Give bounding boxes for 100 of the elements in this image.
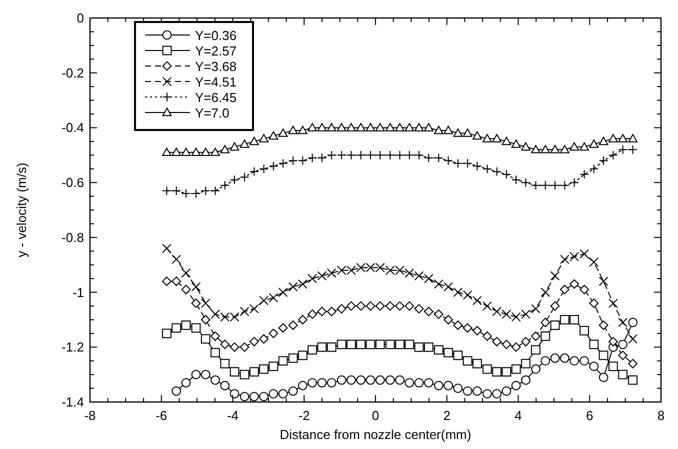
point	[181, 148, 191, 156]
point	[472, 296, 482, 306]
point	[395, 340, 404, 350]
point	[598, 276, 608, 286]
point	[172, 276, 182, 286]
point	[444, 126, 454, 134]
point	[240, 172, 250, 182]
point	[414, 271, 424, 281]
point	[570, 252, 579, 262]
point	[550, 144, 560, 154]
point	[511, 342, 521, 352]
point	[220, 180, 230, 190]
point	[375, 301, 385, 311]
point	[502, 340, 512, 350]
point	[259, 164, 268, 174]
point	[453, 384, 463, 393]
point	[502, 170, 512, 180]
point	[298, 350, 308, 360]
point	[259, 392, 268, 402]
point	[336, 304, 346, 314]
point	[511, 312, 521, 322]
point	[628, 375, 638, 385]
point	[434, 310, 444, 319]
x-tick-label: 2	[443, 408, 450, 423]
point	[240, 392, 250, 402]
legend-label: Y=0.36	[195, 28, 237, 43]
point	[540, 331, 550, 341]
point	[598, 350, 608, 360]
y-tick-label: -1.2	[62, 340, 84, 355]
point	[618, 370, 628, 380]
point	[404, 301, 414, 311]
point	[162, 186, 172, 196]
point	[608, 150, 618, 160]
point	[462, 356, 472, 366]
point	[210, 375, 220, 385]
point	[200, 148, 210, 156]
point	[502, 367, 512, 377]
point	[162, 244, 172, 254]
y-tick-label: -0.4	[62, 120, 84, 136]
point	[298, 315, 308, 324]
point	[550, 320, 560, 330]
point	[444, 315, 454, 324]
point	[492, 306, 502, 316]
point	[395, 123, 404, 132]
point	[521, 358, 530, 368]
point	[472, 161, 482, 171]
point	[492, 166, 502, 176]
point	[444, 156, 454, 166]
x-tick-label: 8	[657, 408, 665, 423]
point	[531, 331, 540, 341]
point	[608, 336, 618, 346]
point	[336, 123, 346, 132]
point	[298, 279, 308, 289]
point	[326, 268, 336, 278]
point	[278, 128, 288, 137]
point	[580, 284, 589, 294]
point	[453, 158, 463, 168]
point	[453, 350, 463, 360]
point	[628, 358, 638, 368]
point	[424, 378, 434, 388]
point	[618, 318, 628, 328]
point	[326, 123, 336, 132]
point	[181, 320, 191, 330]
point	[298, 126, 308, 134]
point	[462, 323, 472, 333]
point	[511, 139, 521, 148]
point	[200, 315, 210, 324]
point	[288, 353, 298, 363]
legend-label: Y=4.51	[195, 74, 237, 90]
point	[298, 156, 308, 166]
point	[308, 153, 318, 163]
point	[249, 392, 259, 402]
point	[336, 150, 346, 160]
point	[346, 340, 356, 350]
point	[570, 356, 579, 366]
point	[308, 378, 318, 388]
point	[249, 166, 259, 176]
point	[220, 358, 230, 368]
point	[268, 389, 278, 398]
point	[288, 282, 298, 292]
point	[589, 257, 599, 267]
point	[395, 150, 404, 160]
point	[560, 315, 570, 324]
y-tick-label: -1.4	[62, 394, 84, 410]
point	[317, 306, 327, 316]
point	[375, 375, 385, 385]
point	[356, 301, 366, 311]
point	[589, 164, 599, 174]
point	[172, 323, 182, 333]
point	[482, 164, 492, 174]
y-tick-label: -0.8	[62, 230, 84, 245]
point	[414, 123, 424, 132]
x-tick-label: -4	[226, 408, 239, 423]
y-axis-title: y - velocity (m/s)	[14, 162, 29, 258]
point	[230, 142, 240, 151]
point	[521, 178, 530, 188]
point	[278, 288, 288, 297]
point	[317, 153, 327, 163]
point	[278, 356, 288, 366]
point	[462, 386, 472, 396]
